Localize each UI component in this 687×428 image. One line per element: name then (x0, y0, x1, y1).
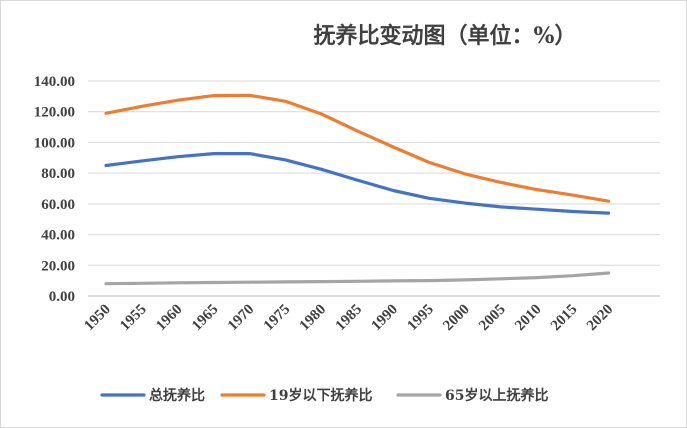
x-axis-ticks: 1950 1955 1960 1965 1970 1975 1980 1985 1990 1995… (81, 302, 616, 335)
x-tick-label: 1975 (261, 302, 294, 335)
gridlines (88, 80, 660, 297)
legend-label-0: 总抚养比 (149, 387, 205, 404)
x-tick-label: 1990 (369, 302, 402, 335)
series-line-0 (104, 152, 611, 215)
series-line-2 (104, 271, 611, 286)
x-tick-label: 1995 (404, 302, 437, 335)
y-tick-label: 20.00 (41, 258, 75, 274)
x-tick-label: 1970 (225, 302, 258, 335)
y-tick-label: 120.00 (34, 105, 75, 121)
x-tick-label: 1965 (189, 302, 222, 335)
legend-label-2: 65岁以上抚养比 (445, 387, 548, 404)
y-tick-label: 60.00 (41, 197, 75, 213)
y-tick-label: 40.00 (41, 228, 75, 244)
x-tick-label: 2010 (512, 302, 545, 335)
series-lines (104, 93, 611, 286)
x-tick-label: 2005 (476, 302, 509, 335)
y-tick-label: 80.00 (41, 166, 75, 182)
x-tick-label: 1980 (297, 302, 330, 335)
x-tick-label: 2000 (440, 302, 473, 335)
chart-title: 抚养比变动图（单位：%） (314, 23, 577, 49)
legend-label-1: 19岁以下抚养比 (269, 387, 372, 404)
x-tick-label: 1950 (81, 302, 114, 335)
y-axis-ticks: 0.00 20.00 40.00 60.00 80.00 100.00 120.00 140.… (34, 74, 75, 305)
y-tick-label: 140.00 (34, 74, 75, 90)
legend: 总抚养比 19岁以下抚养比 65岁以上抚养比 (100, 387, 548, 404)
x-tick-label: 2015 (548, 302, 581, 335)
y-tick-label: 100.00 (34, 135, 75, 151)
series-line-1 (104, 93, 611, 203)
x-tick-label: 1985 (333, 302, 366, 335)
x-tick-label: 1960 (153, 302, 186, 335)
x-tick-label: 2020 (584, 302, 617, 335)
y-tick-label: 0.00 (49, 289, 75, 305)
x-tick-label: 1955 (117, 302, 150, 335)
